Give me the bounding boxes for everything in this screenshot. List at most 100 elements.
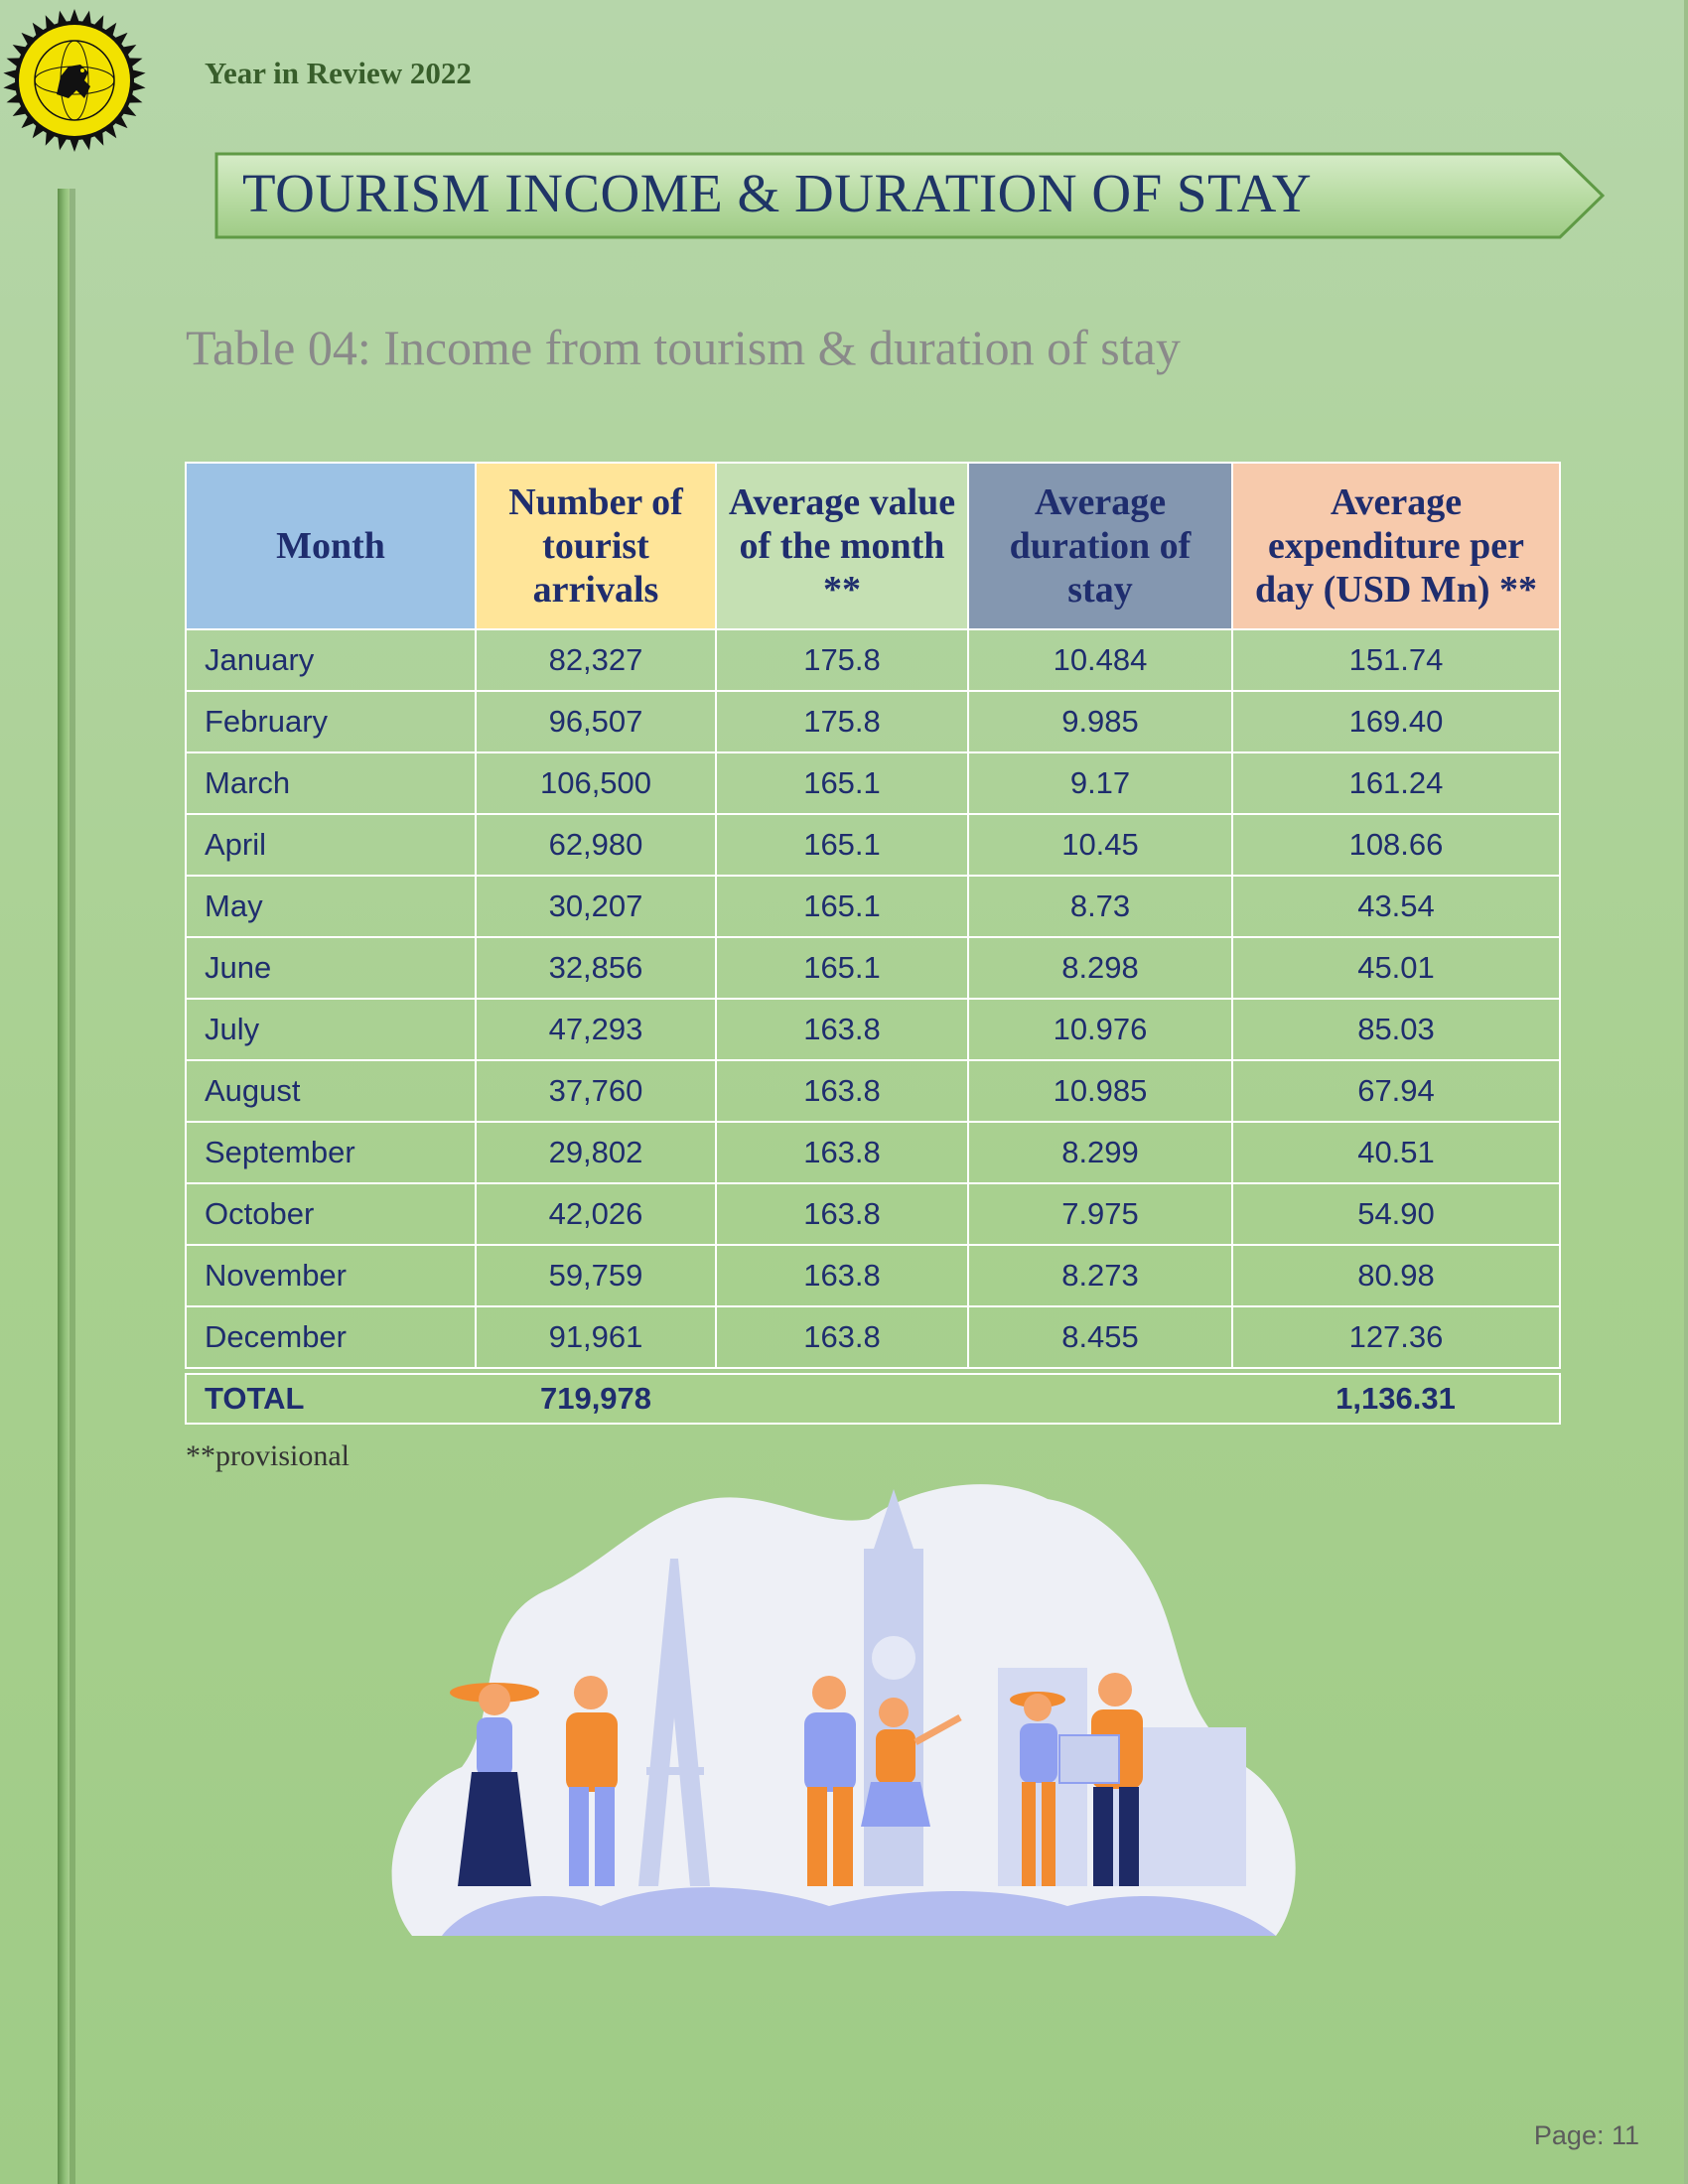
average-value-cell: 165.1: [715, 751, 969, 815]
arrivals-cell: 106,500: [475, 751, 717, 815]
arrivals-cell: 32,856: [475, 936, 717, 1000]
arrivals-cell: 47,293: [475, 998, 717, 1061]
table-row: April 62,980 165.1 10.45 108.66: [185, 813, 1561, 877]
month-cell: December: [185, 1305, 477, 1369]
duration-cell: 10.484: [967, 628, 1233, 692]
column-header-month: Month: [185, 462, 477, 630]
duration-cell: 8.299: [967, 1121, 1233, 1184]
average-value-cell: 163.8: [715, 1121, 969, 1184]
table-row: August 37,760 163.8 10.985 67.94: [185, 1059, 1561, 1123]
total-label-cell: TOTAL: [185, 1373, 476, 1425]
arrivals-cell: 42,026: [475, 1182, 717, 1246]
expenditure-cell: 108.66: [1231, 813, 1561, 877]
month-cell: August: [185, 1059, 477, 1123]
column-header-duration: Average duration of stay: [967, 462, 1233, 630]
total-arrivals-cell: 719,978: [476, 1373, 716, 1425]
eiffel-tower-icon: [638, 1559, 710, 1886]
table-row: July 47,293 163.8 10.976 85.03: [185, 998, 1561, 1061]
average-value-cell: 165.1: [715, 875, 969, 938]
column-header-average-value: Average value of the month **: [715, 462, 969, 630]
page-number: Page: 11: [1533, 2120, 1639, 2150]
title-banner: [214, 152, 1605, 239]
expenditure-cell: 54.90: [1231, 1182, 1561, 1246]
duration-cell: 9.985: [967, 690, 1233, 753]
month-cell: October: [185, 1182, 477, 1246]
table-row: June 32,856 165.1 8.298 45.01: [185, 936, 1561, 1000]
travelers-illustration: [391, 1484, 1296, 1936]
month-cell: July: [185, 998, 477, 1061]
duration-cell: 8.455: [967, 1305, 1233, 1369]
average-value-cell: 175.8: [715, 690, 969, 753]
left-border-shadow: [70, 189, 75, 2184]
arrivals-cell: 37,760: [475, 1059, 717, 1123]
expenditure-cell: 151.74: [1231, 628, 1561, 692]
left-border-bar: [58, 189, 70, 2184]
table-row: February 96,507 175.8 9.985 169.40: [185, 690, 1561, 753]
expenditure-cell: 161.24: [1231, 751, 1561, 815]
total-empty-cell: [716, 1373, 968, 1425]
average-value-cell: 163.8: [715, 1059, 969, 1123]
table-row: September 29,802 163.8 8.299 40.51: [185, 1121, 1561, 1184]
institution-logo-emblem: [3, 9, 146, 152]
expenditure-cell: 85.03: [1231, 998, 1561, 1061]
month-cell: February: [185, 690, 477, 753]
table-row: March 106,500 165.1 9.17 161.24: [185, 751, 1561, 815]
expenditure-cell: 67.94: [1231, 1059, 1561, 1123]
traveler-man-map-icon: [1058, 1673, 1143, 1886]
average-value-cell: 163.8: [715, 1305, 969, 1369]
duration-cell: 8.298: [967, 936, 1233, 1000]
year-in-review-label: Year in Review 2022: [205, 56, 472, 90]
duration-cell: 10.985: [967, 1059, 1233, 1123]
month-cell: September: [185, 1121, 477, 1184]
month-cell: May: [185, 875, 477, 938]
provisional-footnote: **provisional: [186, 1439, 350, 1472]
table-caption: Table 04: Income from tourism & duration…: [186, 320, 1181, 375]
duration-cell: 9.17: [967, 751, 1233, 815]
table-row: November 59,759 163.8 8.273 80.98: [185, 1244, 1561, 1307]
expenditure-cell: 127.36: [1231, 1305, 1561, 1369]
expenditure-cell: 169.40: [1231, 690, 1561, 753]
month-cell: January: [185, 628, 477, 692]
average-value-cell: 163.8: [715, 1182, 969, 1246]
average-value-cell: 165.1: [715, 936, 969, 1000]
total-expenditure-cell: 1,136.31: [1232, 1373, 1561, 1425]
traveler-man-backpack-icon: [804, 1676, 856, 1886]
table-spacer-row: [186, 1367, 1560, 1375]
table-header-row: Month Number of tourist arrivals Average…: [185, 462, 1561, 630]
duration-cell: 10.976: [967, 998, 1233, 1061]
month-cell: April: [185, 813, 477, 877]
total-empty-cell: [968, 1373, 1232, 1425]
duration-cell: 7.975: [967, 1182, 1233, 1246]
duration-cell: 8.273: [967, 1244, 1233, 1307]
traveler-woman-bag-icon: [1010, 1692, 1065, 1886]
right-page-edge: [1684, 0, 1688, 2184]
arrivals-cell: 59,759: [475, 1244, 717, 1307]
table-row: October 42,026 163.8 7.975 54.90: [185, 1182, 1561, 1246]
average-value-cell: 163.8: [715, 998, 969, 1061]
traveler-woman-selfie-icon: [861, 1698, 962, 1827]
month-cell: March: [185, 751, 477, 815]
duration-cell: 8.73: [967, 875, 1233, 938]
ground-bushes: [442, 1887, 1276, 1936]
total-row: TOTAL 719,978 1,136.31: [185, 1373, 1561, 1425]
column-header-expenditure: Average expenditure per day (USD Mn) **: [1231, 462, 1561, 630]
arrivals-cell: 29,802: [475, 1121, 717, 1184]
average-value-cell: 165.1: [715, 813, 969, 877]
arrivals-cell: 96,507: [475, 690, 717, 753]
arrivals-cell: 91,961: [475, 1305, 717, 1369]
table-row: January 82,327 175.8 10.484 151.74: [185, 628, 1561, 692]
traveler-woman-hat-icon: [450, 1683, 539, 1886]
expenditure-cell: 80.98: [1231, 1244, 1561, 1307]
column-header-arrivals: Number of tourist arrivals: [475, 462, 717, 630]
spacer-cell: [186, 1367, 1560, 1375]
month-cell: November: [185, 1244, 477, 1307]
arrivals-cell: 30,207: [475, 875, 717, 938]
traveler-man-camera-icon: [566, 1676, 618, 1886]
expenditure-cell: 43.54: [1231, 875, 1561, 938]
table-row: December 91,961 163.8 8.455 127.36: [185, 1305, 1561, 1369]
page-title: TOURISM INCOME & DURATION OF STAY: [242, 163, 1313, 223]
average-value-cell: 175.8: [715, 628, 969, 692]
month-cell: June: [185, 936, 477, 1000]
tourism-income-table: Month Number of tourist arrivals Average…: [185, 462, 1561, 1425]
arrivals-cell: 82,327: [475, 628, 717, 692]
